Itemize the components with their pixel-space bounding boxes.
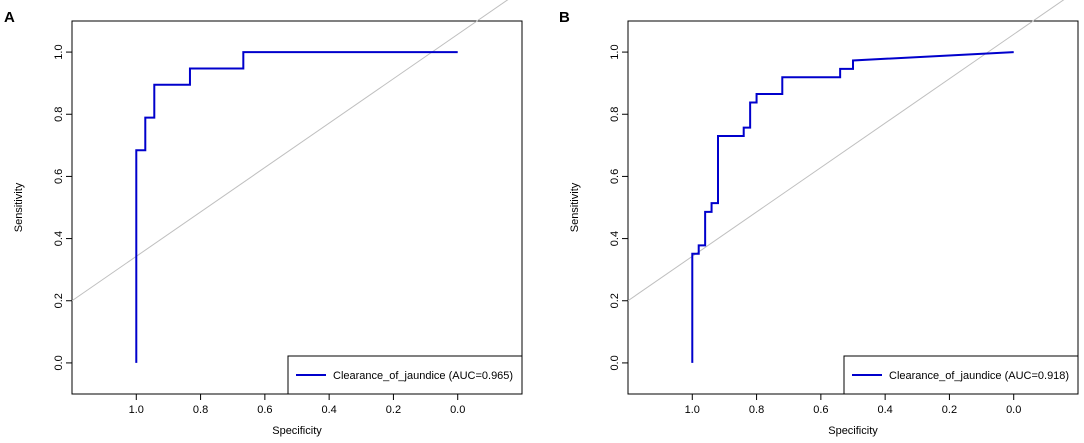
reference-line	[71, 0, 509, 302]
x-tick-label: 0.2	[942, 404, 957, 416]
panel-a: A 1.0 0.8 0.6 0.4 0.2 0.0 0.0 0.2	[4, 0, 523, 437]
x-tick-label: 0.4	[321, 404, 336, 416]
x-ticks-a: 1.0 0.8 0.6 0.4 0.2 0.0	[129, 394, 465, 416]
y-ticks-a: 0.0 0.2 0.4 0.6 0.8 1.0	[53, 44, 72, 371]
y-ticks-b: 0.0 0.2 0.4 0.6 0.8 1.0	[609, 44, 628, 371]
x-tick-label: 0.6	[257, 404, 272, 416]
y-tick-label: 0.0	[609, 355, 621, 370]
y-axis-title-a: Sensitivity	[13, 182, 25, 232]
legend-b: Clearance_of_jaundice (AUC=0.918)	[843, 355, 1079, 395]
roc-curve-line	[691, 51, 1014, 363]
x-tick-label: 1.0	[129, 404, 144, 416]
x-axis-title-a: Specificity	[272, 425, 322, 437]
roc-curve-b	[691, 51, 1014, 363]
plot-frame-a	[71, 20, 523, 395]
reference-line	[627, 0, 1065, 302]
roc-curve-a	[135, 51, 458, 363]
roc-curve-line	[135, 51, 458, 363]
x-tick-label: 0.8	[749, 404, 764, 416]
plot-frame-b	[627, 20, 1079, 395]
x-ticks-b: 1.0 0.8 0.6 0.4 0.2 0.0	[685, 394, 1021, 416]
y-tick-label: 0.6	[609, 169, 621, 184]
y-tick-label: 0.4	[53, 231, 65, 246]
y-tick-label: 0.8	[53, 107, 65, 122]
y-tick-label: 0.2	[53, 293, 65, 308]
y-tick-label: 1.0	[609, 44, 621, 59]
y-tick-label: 0.0	[53, 355, 65, 370]
y-tick-label: 0.2	[609, 293, 621, 308]
reference-diagonal-b	[627, 0, 1065, 302]
panel-label-a: A	[4, 9, 15, 26]
legend-label-b: Clearance_of_jaundice (AUC=0.918)	[889, 370, 1069, 382]
x-tick-label: 1.0	[685, 404, 700, 416]
y-tick-label: 0.4	[609, 231, 621, 246]
x-tick-label: 0.6	[813, 404, 828, 416]
x-tick-label: 0.2	[386, 404, 401, 416]
x-tick-label: 0.8	[193, 404, 208, 416]
x-tick-label: 0.0	[450, 404, 465, 416]
x-tick-label: 0.0	[1006, 404, 1021, 416]
legend-box-a	[287, 355, 523, 395]
x-axis-title-b: Specificity	[828, 425, 878, 437]
y-tick-label: 1.0	[53, 44, 65, 59]
legend-a: Clearance_of_jaundice (AUC=0.965)	[287, 355, 523, 395]
legend-box-b	[843, 355, 1079, 395]
reference-diagonal-a	[71, 0, 509, 302]
panel-label-b: B	[559, 9, 570, 26]
legend-label-a: Clearance_of_jaundice (AUC=0.965)	[333, 370, 513, 382]
y-axis-title-b: Sensitivity	[569, 182, 581, 232]
y-tick-label: 0.8	[609, 107, 621, 122]
y-tick-label: 0.6	[53, 169, 65, 184]
x-tick-label: 0.4	[877, 404, 892, 416]
panel-b: B 1.0 0.8 0.6 0.4 0.2 0.0 0.0 0.2	[559, 0, 1079, 437]
